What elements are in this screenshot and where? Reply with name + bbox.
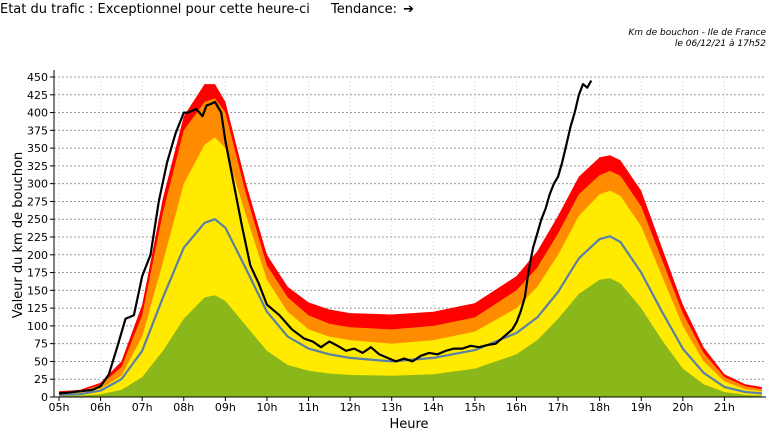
band-area-green [59, 278, 762, 397]
x-tick-label: 06h [90, 401, 111, 414]
y-tick-label: 175 [27, 267, 48, 280]
y-tick-label: 50 [34, 355, 48, 368]
x-tick-label: 21h [714, 401, 735, 414]
y-tick-label: 450 [27, 71, 48, 84]
series-line-today [58, 80, 593, 395]
y-tick-label: 0 [41, 391, 48, 404]
y-tick-label: 350 [27, 142, 48, 155]
y-tick-label: 425 [27, 89, 48, 102]
x-tick-label: 13h [381, 401, 402, 414]
chart-caption: Km de bouchon - Ile de France le 06/12/2… [628, 28, 766, 50]
caption-title: Km de bouchon - Ile de France [628, 28, 766, 38]
x-axis-title: Heure [389, 417, 428, 432]
arrow-right-icon: ➔ [403, 2, 414, 17]
x-tick-label: 07h [132, 401, 153, 414]
x-tick-label: 12h [340, 401, 361, 414]
x-tick-label: 15h [464, 401, 485, 414]
y-tick-label: 300 [27, 178, 48, 191]
x-tick-label: 19h [631, 401, 652, 414]
y-tick-label: 25 [34, 373, 48, 386]
y-tick-label: 225 [27, 231, 48, 244]
x-tick-label: 09h [215, 401, 236, 414]
y-tick-label: 100 [27, 320, 48, 333]
x-tick-label: 16h [506, 401, 527, 414]
traffic-status-label: Etat du trafic : [0, 2, 98, 17]
y-tick-label: 200 [27, 249, 48, 262]
y-tick-label: 75 [34, 338, 48, 351]
y-tick-label: 250 [27, 213, 48, 226]
trend-label: Tendance: [331, 2, 397, 17]
x-tick-label: 20h [672, 401, 693, 414]
x-tick-label: 10h [256, 401, 277, 414]
y-tick-label: 375 [27, 124, 48, 137]
x-tick-label: 14h [423, 401, 444, 414]
x-tick-label: 05h [49, 401, 70, 414]
traffic-status-value: Exceptionnel pour cette heure-ci [97, 2, 310, 17]
x-tick-label: 08h [173, 401, 194, 414]
series-line-mean [58, 218, 762, 396]
trend-indicator: Tendance: ➔ [331, 2, 414, 17]
y-tick-label: 325 [27, 160, 48, 173]
x-tick-label: 17h [548, 401, 569, 414]
x-tick-label: 11h [298, 401, 319, 414]
x-tick-label: 18h [589, 401, 610, 414]
y-tick-label: 275 [27, 195, 48, 208]
y-tick-label: 125 [27, 302, 48, 315]
y-tick-label: 150 [27, 284, 48, 297]
y-tick-label: 400 [27, 107, 48, 120]
y-axis-title: Valeur du km de bouchon [11, 152, 26, 319]
traffic-status: Etat du trafic : Exceptionnel pour cette… [0, 2, 310, 17]
caption-date: le 06/12/21 à 17h52 [674, 39, 766, 49]
